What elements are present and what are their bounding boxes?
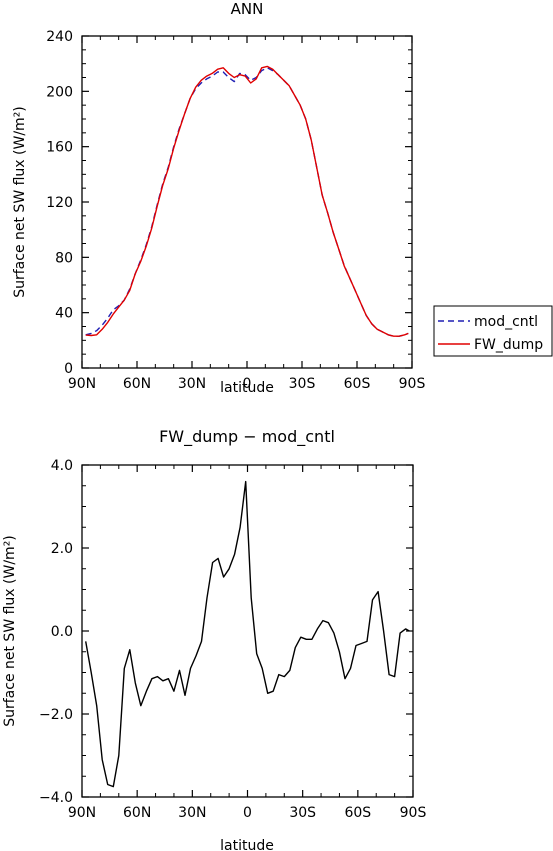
top-y-tick-label: 160: [46, 140, 73, 156]
bottom-y-ticks: −4.0 −2.0 0.0 2.0 4.0: [39, 458, 413, 806]
top-y-tick-label: 40: [55, 306, 73, 322]
bottom-x-tick-label: 90N: [68, 805, 96, 821]
top-series-line-fw-dump: [85, 65, 409, 337]
top-x-tick-label: 90S: [399, 376, 426, 392]
bottom-y-axis-label: Surface net SW flux (W/m²): [2, 535, 18, 727]
top-x-tick-label: 30S: [289, 376, 316, 392]
top-series-line-mod-cntl: [85, 67, 409, 337]
legend-box: [433, 305, 553, 357]
top-chart-title: ANN: [231, 0, 264, 18]
bottom-x-tick-label: 30N: [178, 805, 206, 821]
top-x-tick-label: 0: [243, 376, 252, 392]
top-x-tick-label: 60S: [344, 376, 371, 392]
top-y-tick-label: 0: [64, 361, 73, 377]
bottom-y-tick-label: −2.0: [39, 707, 73, 723]
top-plot-frame: [81, 35, 413, 369]
top-series-lines: [85, 65, 409, 337]
top-y-tick-label: 120: [46, 195, 73, 211]
bottom-y-tick-label: 0.0: [51, 624, 73, 640]
top-x-ticks: 90N 60N 30N 0 30S 60S 90S: [68, 36, 426, 392]
legend-label-mod-cntl: mod_cntl: [474, 314, 538, 330]
bottom-series-line-difference: [85, 480, 410, 788]
bottom-series-lines: [85, 480, 410, 788]
top-x-axis-label: latitude: [220, 380, 274, 396]
bottom-y-tick-label: −4.0: [39, 790, 73, 806]
bottom-x-axis-label: latitude: [220, 838, 274, 851]
top-y-tick-label: 240: [46, 29, 73, 45]
bottom-y-tick-label: 4.0: [51, 458, 73, 474]
top-y-axis-label: Surface net SW flux (W/m²): [12, 106, 28, 298]
legend-label-fw-dump: FW_dump: [474, 337, 543, 353]
bottom-y-tick-label: 2.0: [51, 541, 73, 557]
bottom-x-tick-label: 60S: [344, 805, 371, 821]
bottom-x-tick-label: 60N: [123, 805, 151, 821]
top-y-tick-label: 80: [55, 250, 73, 266]
bottom-panel: FW_dump − mod_cntl −4.0 −2.0 0.0 2.0 4.0 90N…: [2, 427, 426, 851]
bottom-x-tick-label: 30S: [289, 805, 316, 821]
top-x-tick-label: 30N: [178, 376, 206, 392]
bottom-x-ticks: 90N 60N 30N 0 30S 60S 90S: [68, 465, 427, 821]
top-y-ticks: 0 40 80 120 160 200 240: [46, 29, 412, 377]
bottom-chart-title: FW_dump − mod_cntl: [159, 427, 335, 447]
bottom-x-tick-label: 90S: [400, 805, 427, 821]
top-x-tick-label: 60N: [123, 376, 151, 392]
top-x-tick-label: 90N: [68, 376, 96, 392]
legend: mod_cntl FW_dump: [433, 305, 553, 357]
bottom-x-tick-label: 0: [243, 805, 252, 821]
top-y-tick-label: 200: [46, 84, 73, 100]
